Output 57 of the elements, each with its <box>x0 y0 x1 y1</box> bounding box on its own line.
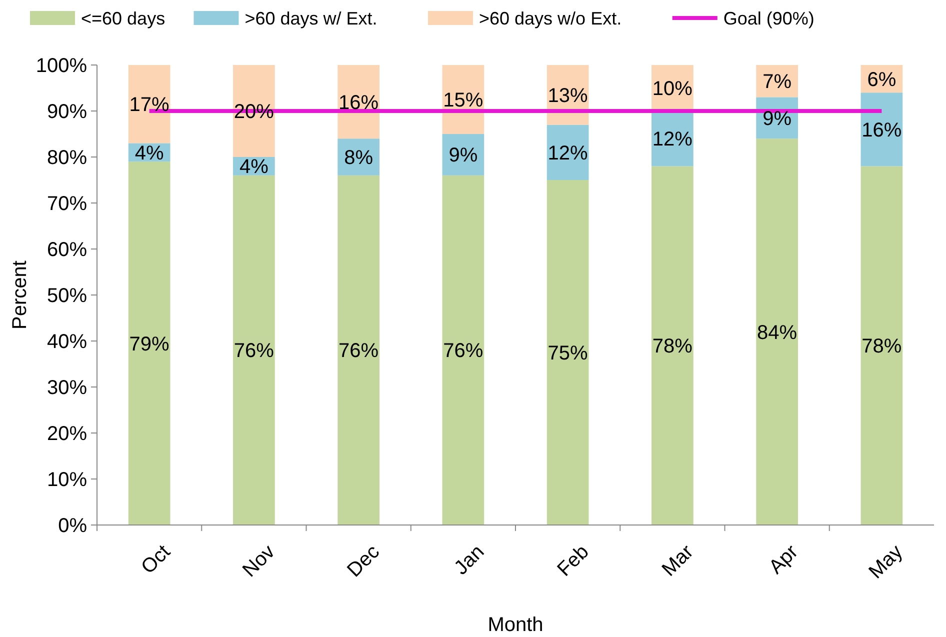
y-tick-label: 60% <box>46 239 88 261</box>
bar <box>652 166 694 525</box>
y-tick-label: 30% <box>46 377 88 399</box>
data-label: 76% <box>338 340 379 362</box>
data-label: 4% <box>239 156 269 178</box>
y-tick-label: 80% <box>46 147 88 169</box>
bar <box>338 175 380 525</box>
data-label: 12% <box>652 128 693 151</box>
x-tick-label: Oct <box>137 540 176 578</box>
data-label: 7% <box>762 71 792 94</box>
x-tick-label: Feb <box>553 540 594 581</box>
bar <box>442 175 484 525</box>
bar <box>860 166 903 525</box>
data-label: 15% <box>443 90 484 112</box>
data-label: 4% <box>134 142 164 164</box>
data-label: 16% <box>338 92 379 114</box>
y-tick-label: 70% <box>46 193 88 215</box>
data-label: 10% <box>652 78 693 100</box>
data-label: 12% <box>548 142 588 164</box>
y-tick-label: 40% <box>46 331 88 353</box>
data-label: 8% <box>344 147 374 169</box>
bar <box>756 138 798 525</box>
x-tick-label: Mar <box>658 540 698 581</box>
x-tick-label: Jan <box>450 540 489 580</box>
data-label: 76% <box>234 340 274 362</box>
data-label: 16% <box>862 119 902 142</box>
data-label: 84% <box>757 322 798 344</box>
y-tick-label: 0% <box>58 515 88 537</box>
x-axis-title: Month <box>488 614 544 636</box>
x-tick-label: Apr <box>764 540 803 578</box>
x-tick-label: Nov <box>238 540 280 582</box>
bar <box>546 180 589 525</box>
data-label: 75% <box>548 342 588 364</box>
y-tick-label: 10% <box>46 469 88 491</box>
data-label: 9% <box>448 144 478 167</box>
legend-label: Goal (90%) <box>723 8 814 28</box>
bar <box>128 162 170 525</box>
legend-label: >60 days w/o Ext. <box>479 8 622 28</box>
x-tick-label: Dec <box>343 540 384 582</box>
y-tick-label: 100% <box>36 55 88 77</box>
data-label: 13% <box>548 84 588 107</box>
x-tick-label: May <box>864 540 908 584</box>
bar <box>233 175 275 525</box>
data-label: 78% <box>652 336 693 358</box>
data-label: 79% <box>129 333 170 356</box>
bar <box>128 65 170 144</box>
data-label: 9% <box>762 108 792 130</box>
data-label: 76% <box>443 340 484 362</box>
y-tick-label: 90% <box>46 101 88 123</box>
data-label: 17% <box>129 94 170 116</box>
y-axis-title: Percent <box>9 260 31 330</box>
legend-label: >60 days w/ Ext. <box>244 8 378 28</box>
data-label: 78% <box>862 336 902 358</box>
y-tick-label: 50% <box>46 285 88 307</box>
legend-label: <=60 days <box>81 8 166 28</box>
y-tick-label: 20% <box>46 423 88 445</box>
data-label: 6% <box>867 68 896 91</box>
